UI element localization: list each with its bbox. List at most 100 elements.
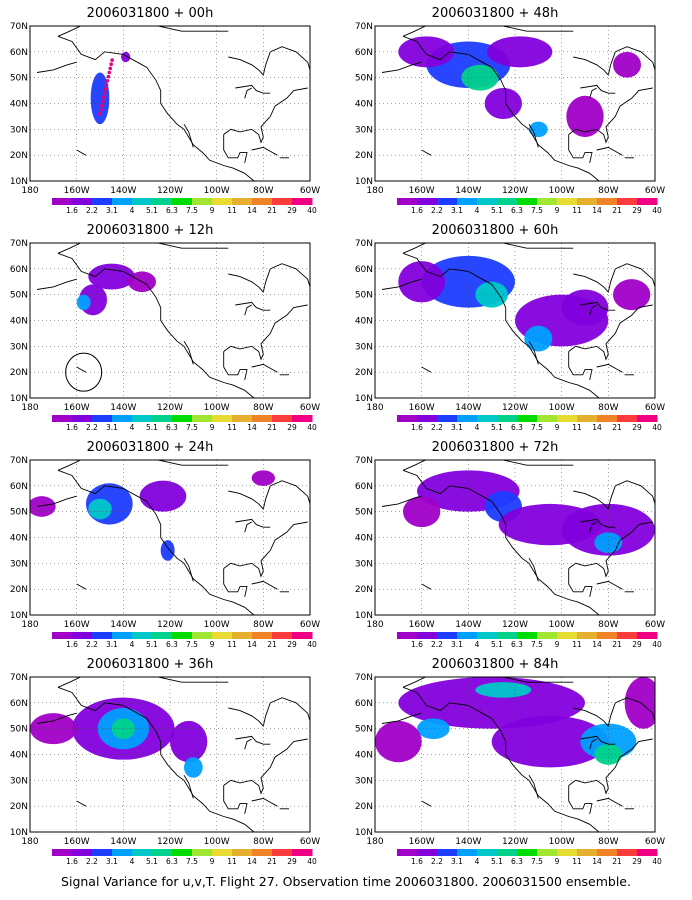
colorbar-label: 9 bbox=[210, 206, 215, 215]
plume-area bbox=[76, 294, 91, 311]
colorbar-label: 5.1 bbox=[491, 857, 503, 866]
coastline bbox=[421, 366, 432, 373]
coastline bbox=[183, 340, 194, 365]
colorbar-swatch bbox=[52, 632, 73, 639]
colorbar-label: 14 bbox=[592, 206, 602, 215]
colorbar-swatch bbox=[637, 632, 658, 639]
colorbar-label: 3.1 bbox=[106, 423, 118, 432]
lon-tick-label: 100W bbox=[204, 186, 230, 196]
lat-tick-label: 70N bbox=[355, 456, 373, 466]
lon-tick-label: 180 bbox=[21, 186, 38, 196]
coastline bbox=[158, 460, 229, 466]
coastline bbox=[76, 800, 87, 807]
lat-tick-label: 30N bbox=[10, 776, 28, 786]
colorbar-swatch bbox=[292, 632, 313, 639]
lat-tick-label: 50N bbox=[355, 508, 373, 518]
lon-tick-label: 140W bbox=[455, 186, 481, 196]
lon-tick-label: 100W bbox=[204, 837, 230, 847]
lat-tick-label: 10N bbox=[10, 611, 28, 621]
lon-tick-label: 80W bbox=[253, 186, 273, 196]
panel-title: 2006031800 + 24h bbox=[86, 440, 214, 455]
colorbar-swatch bbox=[597, 198, 618, 205]
coastline bbox=[57, 35, 255, 181]
coastline bbox=[251, 580, 278, 590]
colorbar-swatch bbox=[577, 415, 598, 422]
colorbar-label: 1.6 bbox=[66, 423, 78, 432]
colorbar-swatch bbox=[457, 632, 478, 639]
lat-tick-label: 10N bbox=[10, 177, 28, 187]
colorbar-swatch bbox=[397, 849, 418, 856]
lon-tick-label: 80W bbox=[598, 837, 618, 847]
plume-area bbox=[251, 470, 275, 486]
coastline bbox=[528, 774, 539, 799]
lat-tick-label: 20N bbox=[355, 368, 373, 378]
plume-area bbox=[566, 95, 604, 138]
coastline bbox=[503, 26, 574, 32]
colorbar-swatch bbox=[132, 198, 153, 205]
coastline bbox=[573, 480, 655, 511]
colorbar-label: 3.1 bbox=[106, 640, 118, 649]
colorbar-swatch bbox=[417, 632, 438, 639]
coastline bbox=[528, 557, 539, 582]
coastline bbox=[251, 146, 278, 156]
lat-tick-label: 30N bbox=[355, 559, 373, 569]
colorbar-label: 9 bbox=[210, 640, 215, 649]
colorbar-swatch bbox=[577, 849, 598, 856]
coastline bbox=[223, 134, 248, 163]
colorbar-label: 9 bbox=[555, 423, 560, 432]
coastline bbox=[580, 518, 616, 528]
lat-tick-label: 20N bbox=[10, 802, 28, 812]
lon-tick-label: 180 bbox=[366, 403, 383, 413]
panel-title: 2006031800 + 12h bbox=[86, 223, 214, 238]
plume-area bbox=[30, 496, 56, 517]
lat-tick-label: 70N bbox=[10, 239, 28, 249]
colorbar-label: 2.2 bbox=[431, 857, 443, 866]
lat-tick-label: 60N bbox=[355, 265, 373, 275]
coastline bbox=[528, 123, 539, 148]
colorbar-label: 7.5 bbox=[186, 857, 198, 866]
lon-tick-label: 60W bbox=[645, 403, 665, 413]
lon-tick-label: 100W bbox=[549, 837, 575, 847]
colorbar-swatch bbox=[517, 198, 538, 205]
map-frame bbox=[374, 676, 656, 833]
flight-track-point bbox=[107, 70, 112, 75]
colorbar-swatch bbox=[577, 632, 598, 639]
colorbar-swatch bbox=[557, 632, 578, 639]
lat-tick-label: 50N bbox=[10, 508, 28, 518]
colorbar-label: 3.1 bbox=[451, 640, 463, 649]
lon-tick-label: 100W bbox=[549, 403, 575, 413]
lon-tick-label: 140W bbox=[110, 837, 136, 847]
coastline bbox=[402, 243, 469, 254]
colorbar-label: 1.6 bbox=[411, 423, 423, 432]
colorbar-swatch bbox=[477, 632, 498, 639]
lon-tick-label: 100W bbox=[204, 620, 230, 630]
coastline bbox=[568, 134, 593, 163]
coastline bbox=[589, 304, 597, 316]
colorbar-label: 6.3 bbox=[166, 206, 178, 215]
plume-area bbox=[524, 325, 553, 352]
lon-tick-label: 160W bbox=[64, 186, 90, 196]
colorbar-swatch bbox=[152, 632, 173, 639]
colorbar-swatch bbox=[252, 198, 273, 205]
lon-tick-label: 120W bbox=[157, 837, 183, 847]
plume-area bbox=[184, 757, 203, 778]
colorbar-swatch bbox=[152, 198, 173, 205]
colorbar-label: 3.1 bbox=[451, 206, 463, 215]
colorbar-label: 4 bbox=[475, 206, 480, 215]
colorbar-label: 11 bbox=[227, 206, 237, 215]
coastline bbox=[228, 263, 310, 294]
coastline bbox=[402, 460, 469, 471]
colorbar-label: 4 bbox=[130, 640, 135, 649]
coastline bbox=[381, 278, 422, 290]
coastline bbox=[223, 87, 308, 144]
panel-title: 2006031800 + 36h bbox=[86, 657, 214, 672]
coastline bbox=[223, 785, 248, 814]
lon-tick-label: 160W bbox=[64, 837, 90, 847]
colorbar-label: 7.5 bbox=[531, 206, 543, 215]
colorbar-swatch bbox=[92, 632, 113, 639]
coastline bbox=[183, 774, 194, 799]
lat-tick-label: 40N bbox=[10, 100, 28, 110]
colorbar-label: 9 bbox=[555, 206, 560, 215]
